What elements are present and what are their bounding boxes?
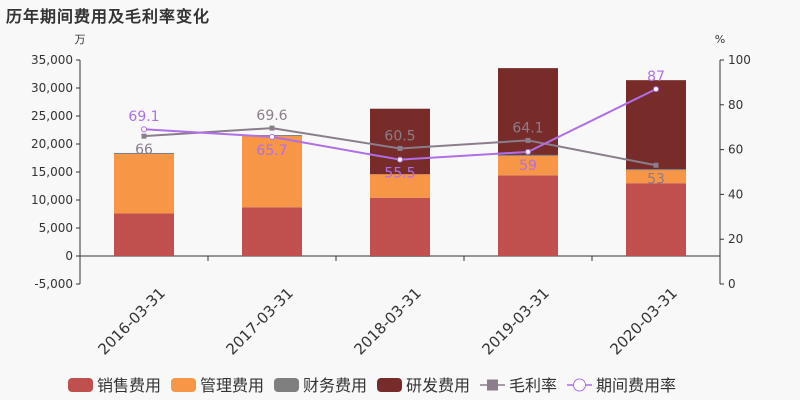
- legend-label: 毛利率: [509, 376, 557, 395]
- left-tick-label: 35,000: [31, 53, 73, 67]
- legend-marker: [487, 379, 498, 391]
- marker-期间费用率: [653, 86, 659, 93]
- marker-毛利率: [525, 137, 531, 143]
- bar-研发费用: [370, 108, 430, 175]
- bar-销售费用: [242, 207, 302, 256]
- x-tick-label: 2020-03-31: [606, 284, 680, 358]
- marker-毛利率: [397, 145, 403, 151]
- left-tick-label: 15,000: [31, 165, 73, 179]
- legend-label: 期间费用率: [596, 376, 676, 395]
- data-label-毛利率: 53: [647, 171, 665, 187]
- left-tick-label: 30,000: [31, 81, 73, 95]
- legend-label: 研发费用: [406, 376, 470, 395]
- data-label-期间费用率: 87: [647, 69, 665, 85]
- bar-销售费用: [498, 175, 558, 256]
- marker-期间费用率: [397, 156, 403, 163]
- bar-管理费用: [114, 154, 174, 214]
- bar-销售费用: [626, 183, 686, 256]
- legend-item-期间费用率[interactable]: 期间费用率: [567, 376, 676, 395]
- bar-销售费用: [370, 197, 430, 256]
- data-label-毛利率: 60.5: [384, 128, 415, 144]
- legend-label: 财务费用: [303, 376, 367, 395]
- right-tick-label: 60: [728, 143, 743, 157]
- data-label-期间费用率: 55.5: [384, 166, 415, 182]
- x-tick-label: 2018-03-31: [350, 284, 424, 358]
- legend-item-销售费用[interactable]: 销售费用: [68, 376, 161, 395]
- legend-swatch: [377, 378, 402, 392]
- bar-研发费用: [626, 80, 686, 170]
- left-tick-label: 5,000: [39, 221, 73, 235]
- marker-期间费用率: [141, 126, 147, 133]
- right-tick-label: 0: [728, 277, 736, 291]
- bar-财务费用: [498, 154, 558, 156]
- legend-item-毛利率[interactable]: 毛利率: [480, 376, 557, 395]
- legend-item-财务费用[interactable]: 财务费用: [274, 376, 367, 395]
- legend-item-研发费用[interactable]: 研发费用: [377, 376, 470, 395]
- left-tick-label: -5,000: [34, 277, 73, 291]
- right-axis-unit: %: [715, 33, 725, 46]
- marker-期间费用率: [269, 133, 275, 140]
- left-tick-label: 25,000: [31, 109, 73, 123]
- right-tick-label: 20: [728, 232, 743, 246]
- legend-item-管理费用[interactable]: 管理费用: [171, 376, 264, 395]
- bar-管理费用: [498, 155, 558, 176]
- marker-期间费用率: [525, 148, 531, 155]
- data-label-期间费用率: 59: [519, 158, 537, 174]
- marker-毛利率: [141, 133, 147, 139]
- chart-title: 历年期间费用及毛利率变化: [6, 7, 211, 26]
- bar-管理费用: [242, 135, 302, 208]
- bar-管理费用: [370, 174, 430, 198]
- legend-swatch: [171, 378, 196, 392]
- marker-毛利率: [269, 125, 275, 131]
- bar-财务费用: [370, 256, 430, 257]
- data-label-期间费用率: 65.7: [256, 143, 287, 159]
- bar-财务费用: [114, 152, 174, 155]
- data-label-毛利率: 69.6: [256, 108, 287, 124]
- left-tick-label: 0: [65, 249, 73, 263]
- legend-label: 管理费用: [200, 376, 264, 395]
- x-tick-label: 2019-03-31: [478, 284, 552, 358]
- x-tick-label: 2017-03-31: [222, 284, 296, 358]
- bar-财务费用: [626, 169, 686, 171]
- legend-swatch: [68, 378, 93, 392]
- legend-label: 销售费用: [97, 376, 161, 395]
- legend-marker: [573, 378, 586, 392]
- legend-swatch: [274, 378, 299, 392]
- x-tick-label: 2016-03-31: [94, 284, 168, 358]
- left-axis-unit: 万: [75, 33, 86, 46]
- data-label-期间费用率: 69.1: [128, 109, 159, 125]
- left-tick-label: 10,000: [31, 193, 73, 207]
- right-tick-label: 40: [728, 187, 743, 201]
- bar-销售费用: [114, 213, 174, 256]
- data-label-毛利率: 66: [135, 142, 153, 158]
- data-label-毛利率: 64.1: [512, 120, 543, 136]
- right-tick-label: 80: [728, 98, 743, 112]
- marker-毛利率: [653, 162, 659, 168]
- right-tick-label: 100: [728, 53, 751, 67]
- bar-管理费用: [626, 169, 686, 184]
- left-tick-label: 20,000: [31, 137, 73, 151]
